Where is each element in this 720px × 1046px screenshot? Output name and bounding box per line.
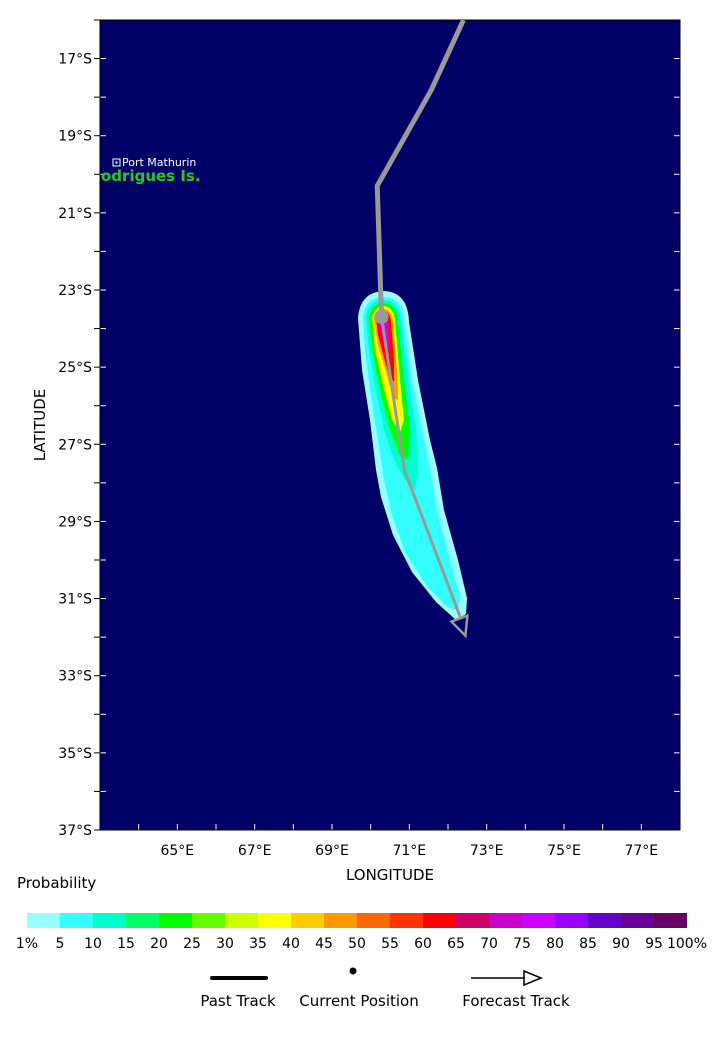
colorbar-swatch [93, 913, 126, 928]
place-rodrigues: odrigues Is. [101, 167, 201, 185]
lat-tick-label: 33°S [58, 669, 92, 685]
colorbar-swatch [621, 913, 654, 928]
forecast-track-legend-label: Forecast Track [462, 992, 570, 1010]
map-frame [99, 19, 681, 831]
colorbar-swatch [126, 913, 159, 928]
colorbar-label: 40 [282, 936, 300, 952]
colorbar-swatch [225, 913, 258, 928]
lon-tick-label: 67°E [238, 843, 272, 859]
colorbar-swatch [456, 913, 489, 928]
colorbar-swatch [489, 913, 522, 928]
colorbar-label: 70 [480, 936, 498, 952]
colorbar-swatch [27, 913, 60, 928]
x-axis-label: LONGITUDE [346, 866, 434, 884]
colorbar-label: 30 [216, 936, 234, 952]
colorbar-label: 55 [381, 936, 399, 952]
forecast-track-line [380, 316, 463, 620]
lat-tick-label: 25°S [58, 360, 92, 376]
colorbar-label: 45 [315, 936, 333, 952]
lon-tick-label: 73°E [470, 843, 504, 859]
colorbar-label: 80 [546, 936, 564, 952]
track-legend: Past Track Current Position Forecast Tra… [200, 967, 570, 1010]
y-axis-label: LATITUDE [31, 389, 49, 462]
lat-tick-label: 31°S [58, 592, 92, 608]
colorbar-swatch [60, 913, 93, 928]
town-marker-icon [112, 158, 121, 167]
lat-tick-label: 21°S [58, 206, 92, 222]
lat-tick-label: 19°S [58, 129, 92, 145]
colorbar-label: 65 [447, 936, 465, 952]
colorbar-label: 15 [117, 936, 135, 952]
lat-tick-label: 23°S [58, 283, 92, 299]
colorbar-swatch [291, 913, 324, 928]
place-port-mathurin: Port Mathurin [122, 156, 196, 169]
colorbar-swatch [258, 913, 291, 928]
past-track-legend-label: Past Track [200, 992, 276, 1010]
current-position-legend-icon [349, 967, 357, 975]
legend-title: Probability [17, 874, 96, 892]
colorbar-label: 95 [645, 936, 663, 952]
colorbar-label: 75 [513, 936, 531, 952]
forecast-arrowhead-icon [449, 613, 469, 639]
lon-tick-label: 77°E [624, 843, 658, 859]
current-position-legend-label: Current Position [299, 992, 419, 1010]
lat-tick-label: 27°S [58, 437, 92, 453]
colorbar-label: 50 [348, 936, 366, 952]
colorbar-label: 20 [150, 936, 168, 952]
colorbar-swatch [390, 913, 423, 928]
colorbar-swatch [654, 913, 687, 928]
colorbar-swatch [588, 913, 621, 928]
colorbar-label: 1% [16, 936, 38, 952]
lat-tick-label: 29°S [58, 514, 92, 530]
colorbar-label: 60 [414, 936, 432, 952]
colorbar-label: 5 [56, 936, 65, 952]
colorbar-label: 25 [183, 936, 201, 952]
colorbar-swatch [159, 913, 192, 928]
lat-tick-label: 35°S [58, 746, 92, 762]
lon-tick-label: 69°E [315, 843, 349, 859]
lon-tick-label: 65°E [160, 843, 194, 859]
probability-colorbar: 1% 5 10 15 20 25 30 35 40 45 50 55 60 65 70 75 80 85 90 95 1… [16, 913, 707, 952]
colorbar-label: 85 [579, 936, 597, 952]
past-track-line [374, 20, 466, 318]
colorbar-swatch [522, 913, 555, 928]
lat-tick-label: 37°S [58, 823, 92, 839]
colorbar-swatch [423, 913, 456, 928]
current-position-marker [374, 310, 389, 324]
colorbar-swatch [555, 913, 588, 928]
lon-tick-label: 71°E [392, 843, 426, 859]
colorbar-swatch [324, 913, 357, 928]
place-labels: Port Mathurin odrigues Is. [101, 156, 201, 185]
colorbar-swatch [192, 913, 225, 928]
forecast-track-legend-arrow-icon [523, 969, 543, 987]
colorbar-label: 90 [612, 936, 630, 952]
lat-tick-label: 17°S [58, 52, 92, 68]
town-marker-dot [115, 161, 118, 164]
colorbar-swatch [357, 913, 390, 928]
colorbar-label: 35 [249, 936, 267, 952]
lon-tick-label: 75°E [547, 843, 581, 859]
axis-tick-labels: 17°S 19°S 21°S 23°S 25°S 27°S 29°S 31°S 33°S 35°S… [58, 52, 658, 859]
colorbar-label: 10 [84, 936, 102, 952]
colorbar-label: 100% [667, 936, 707, 952]
